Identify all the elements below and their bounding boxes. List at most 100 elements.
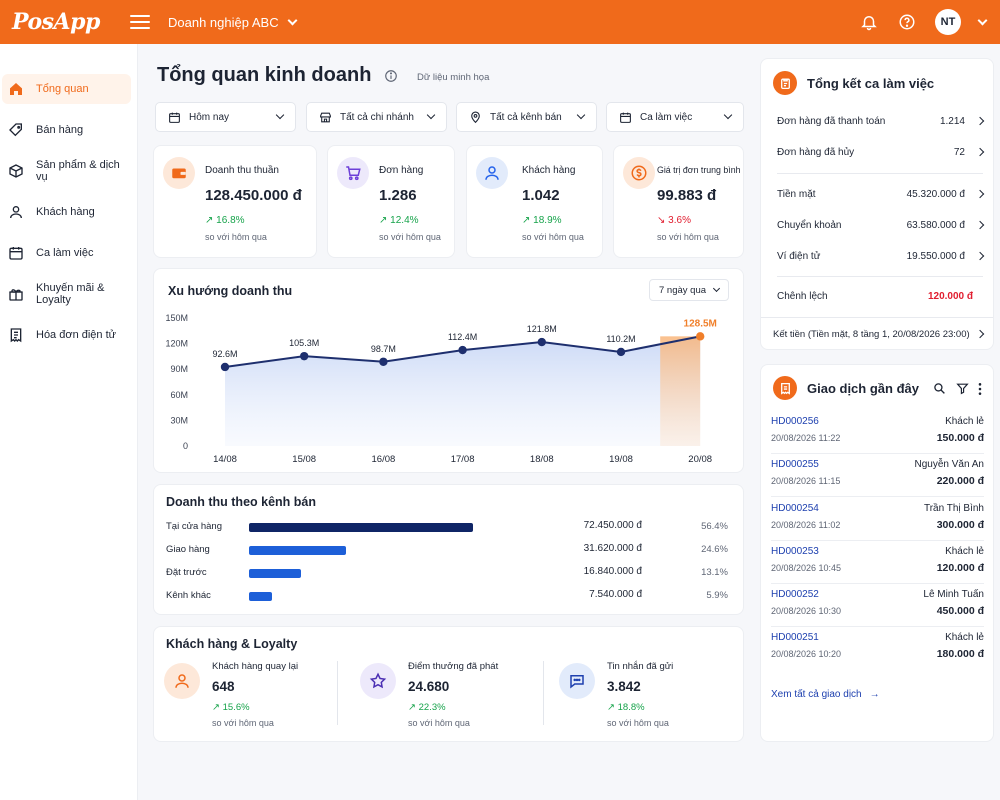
- shift-row-cash[interactable]: Tiền mặt 45.320.000 đ: [777, 186, 985, 202]
- sidebar-item-overview[interactable]: Tổng quan: [2, 74, 131, 104]
- transaction-id[interactable]: HD000253: [771, 546, 819, 557]
- chevron-down-icon[interactable]: [977, 15, 988, 25]
- see-all-transactions-link[interactable]: Xem tất cả giao dịch →: [771, 689, 880, 700]
- company-selector[interactable]: Doanh nghiệp ABC: [168, 15, 298, 30]
- transaction-row[interactable]: HD000252 20/08/2026 10:30 Lê Minh Tuấn 4…: [771, 589, 984, 627]
- transaction-id[interactable]: HD000252: [771, 589, 819, 600]
- channel-value: 16.840.000 đ: [583, 566, 642, 577]
- data-label: 121.8M: [527, 324, 557, 334]
- transaction-row[interactable]: HD000253 20/08/2026 10:45 Khách lẻ 120.0…: [771, 546, 984, 584]
- top-bar: PosApp Doanh nghiệp ABC NT: [0, 0, 1000, 44]
- range-select-value: 7 ngày qua: [659, 284, 707, 296]
- info-icon[interactable]: [384, 69, 398, 83]
- help-icon[interactable]: [897, 12, 917, 32]
- search-icon[interactable]: [933, 382, 946, 395]
- demo-data-label: Dữ liệu minh họa: [417, 72, 490, 83]
- sidebar-item-customers[interactable]: Khách hàng: [2, 197, 131, 227]
- channel-percent: 13.1%: [701, 567, 728, 578]
- shift-row-cancelled-orders[interactable]: Đơn hàng đã hủy 72: [777, 144, 985, 160]
- shift-row-transfer[interactable]: Chuyển khoản 63.580.000 đ: [777, 217, 985, 233]
- more-vertical-icon[interactable]: [977, 382, 983, 396]
- transaction-row[interactable]: HD000256 20/08/2026 11:22 Khách lẻ 150.0…: [771, 416, 984, 454]
- kpi-value: 1.042: [522, 187, 560, 204]
- transaction-id[interactable]: HD000256: [771, 416, 819, 427]
- channel-name: Tại cửa hàng: [166, 521, 223, 532]
- shift-closing-link[interactable]: Kết tiền (Tiền mặt, 8 tầng 1, 20/08/2026…: [773, 326, 985, 342]
- transaction-id[interactable]: HD000255: [771, 459, 819, 470]
- divider: [771, 453, 984, 454]
- x-tick-label: 15/08: [292, 454, 316, 465]
- channel-value: 7.540.000 đ: [589, 589, 642, 600]
- transaction-id[interactable]: HD000251: [771, 632, 819, 643]
- transaction-row[interactable]: HD000254 20/08/2026 11:02 Trần Thị Bình …: [771, 503, 984, 541]
- sidebar-item-sales[interactable]: Bán hàng: [2, 115, 131, 145]
- section-title: Khách hàng & Loyalty: [166, 637, 298, 651]
- transaction-time: 20/08/2026 11:02: [771, 520, 841, 530]
- sidebar-item-einvoice[interactable]: Hóa đơn điện tử: [2, 320, 131, 350]
- loyalty-change: ↗ 15.6%: [212, 702, 250, 713]
- divider: [777, 173, 983, 174]
- kpi-change: ↘ 3.6%: [657, 215, 691, 226]
- transaction-row[interactable]: HD000251 20/08/2026 10:20 Khách lẻ 180.0…: [771, 632, 984, 670]
- shift-row-paid-orders[interactable]: Đơn hàng đã thanh toán 1.214: [777, 113, 985, 129]
- shift-filter[interactable]: Ca làm việc: [606, 102, 744, 132]
- shift-value: 19.550.000 đ: [906, 250, 965, 262]
- branch-filter[interactable]: Tất cả chi nhánh: [306, 102, 447, 132]
- chevron-down-icon: [723, 110, 733, 120]
- shift-label: Đơn hàng đã thanh toán: [777, 115, 886, 127]
- kpi-card-avg-order[interactable]: Giá trị đơn trung bình 99.883 đ ↘ 3.6% s…: [613, 145, 744, 258]
- data-point: [220, 362, 230, 372]
- chevron-right-icon: [975, 116, 985, 126]
- sidebar-item-products[interactable]: Sản phẩm & dịch vụ: [2, 156, 131, 186]
- channel-filter[interactable]: Tất cả kênh bán: [456, 102, 597, 132]
- loyalty-card: Khách hàng & Loyalty Khách hàng quay lại…: [153, 626, 744, 742]
- notification-bell-icon[interactable]: [859, 12, 879, 32]
- transaction-amount: 220.000 đ: [936, 475, 984, 487]
- chevron-right-icon: [975, 220, 985, 230]
- kpi-label: Đơn hàng: [379, 165, 424, 176]
- kpi-card-customers[interactable]: Khách hàng 1.042 ↗ 18.9% so với hôm qua: [466, 145, 603, 258]
- data-point: [379, 357, 388, 366]
- cart-icon: [337, 157, 369, 189]
- sidebar-item-shifts[interactable]: Ca làm việc: [2, 238, 131, 268]
- panel-title: Tổng kết ca làm việc: [807, 75, 935, 91]
- kpi-change: ↗ 16.8%: [205, 215, 245, 226]
- kpi-card-orders[interactable]: Đơn hàng 1.286 ↗ 12.4% so với hôm qua: [327, 145, 455, 258]
- chevron-down-icon: [576, 110, 586, 120]
- transaction-row[interactable]: HD000255 20/08/2026 11:15 Nguyễn Văn An …: [771, 459, 984, 497]
- sidebar-item-promotions[interactable]: Khuyến mãi & Loyalty: [2, 279, 131, 309]
- user-icon: [10, 206, 22, 219]
- kpi-compare: so với hôm qua: [205, 232, 267, 242]
- location-pin-icon: [471, 111, 480, 123]
- chart-title: Xu hướng doanh thu: [168, 284, 293, 298]
- sidebar-item-label: Hóa đơn điện tử: [36, 329, 117, 341]
- sidebar-item-label: Bán hàng: [36, 124, 84, 136]
- transaction-amount: 120.000 đ: [936, 562, 984, 574]
- loyalty-compare: so với hôm qua: [607, 718, 669, 728]
- y-tick-label: 150M: [165, 313, 188, 323]
- loyalty-stat-messages[interactable]: Tin nhắn đã gửi 3.842 ↗ 18.8% so với hôm…: [559, 659, 739, 731]
- kpi-label: Giá trị đơn trung bình: [657, 165, 741, 175]
- date-filter[interactable]: Hôm nay: [155, 102, 296, 132]
- calendar-icon: [169, 112, 180, 123]
- date-filter-value: Hôm nay: [189, 111, 230, 123]
- kpi-card-revenue[interactable]: Doanh thu thuần 128.450.000 đ ↗ 16.8% so…: [153, 145, 317, 258]
- range-select[interactable]: 7 ngày qua: [649, 279, 729, 301]
- x-tick-label: 19/08: [609, 454, 633, 465]
- menu-toggle-button[interactable]: [130, 15, 150, 29]
- app-logo[interactable]: PosApp: [12, 9, 100, 35]
- home-icon: [10, 83, 22, 95]
- shift-row-ewallet[interactable]: Ví điện tử 19.550.000 đ: [777, 248, 985, 264]
- loyalty-change: ↗ 18.8%: [607, 702, 645, 713]
- filter-icon[interactable]: [956, 382, 969, 395]
- y-tick-label: 30M: [170, 415, 188, 425]
- user-avatar[interactable]: NT: [935, 9, 961, 35]
- channel-row: Đặt trước 16.840.000 đ 13.1%: [166, 566, 728, 580]
- loyalty-stat-returning[interactable]: Khách hàng quay lại 648 ↗ 15.6% so với h…: [164, 659, 344, 731]
- divider: [771, 540, 984, 541]
- transaction-id[interactable]: HD000254: [771, 503, 819, 514]
- loyalty-stat-points[interactable]: Điểm thưởng đã phát 24.680 ↗ 22.3% so vớ…: [360, 659, 540, 731]
- transaction-customer: Khách lẻ: [945, 632, 984, 643]
- channel-percent: 5.9%: [706, 590, 728, 601]
- divider: [777, 276, 983, 277]
